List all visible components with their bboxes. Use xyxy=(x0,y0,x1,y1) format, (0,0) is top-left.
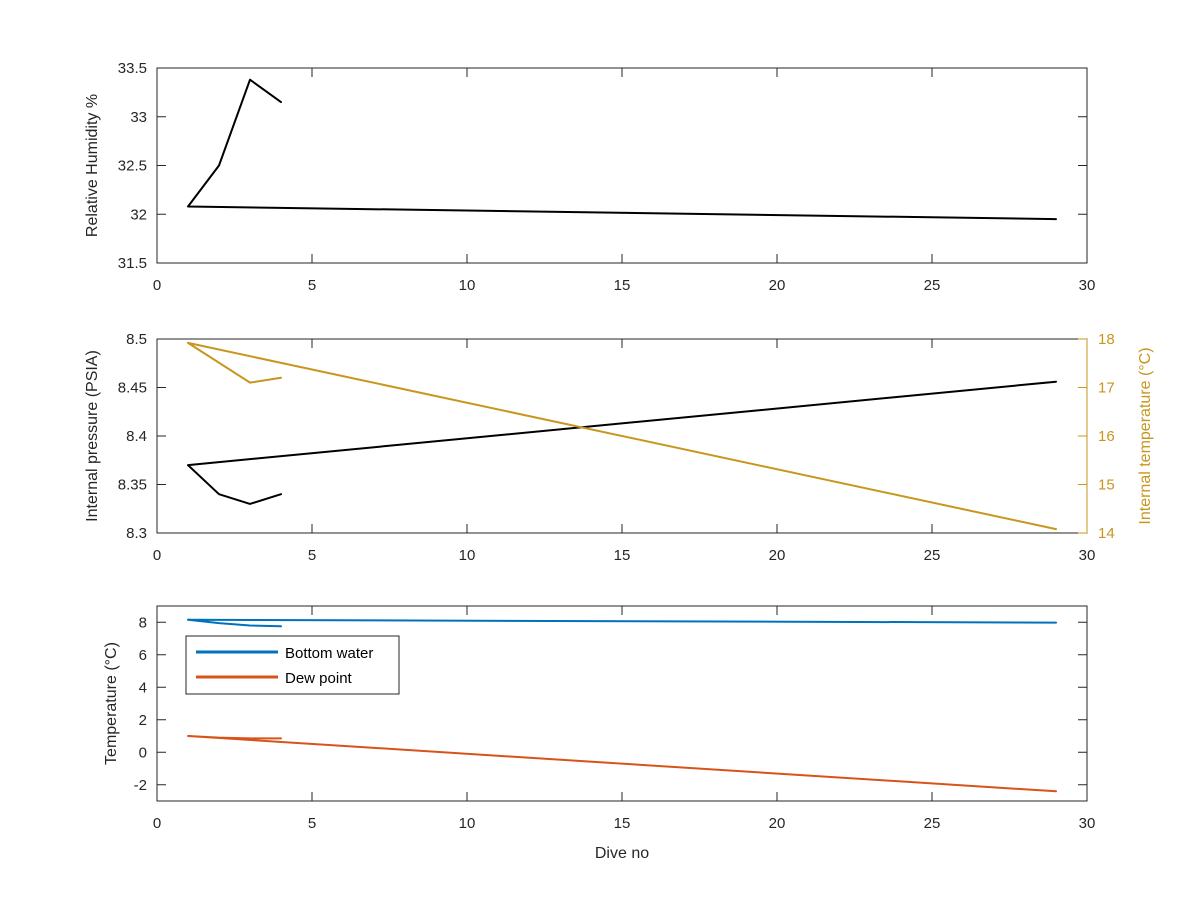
y2-tick-label: 16 xyxy=(1098,428,1115,445)
series-1-line xyxy=(187,380,1057,505)
y-tick-label: 4 xyxy=(139,679,147,696)
x-tick-label: 25 xyxy=(924,547,941,564)
dew-point-line xyxy=(187,735,1057,793)
bottom-water-line xyxy=(187,618,1057,628)
y-tick-label: 8.5 xyxy=(126,331,147,348)
y-axis-label: Internal pressure (PSIA) xyxy=(84,350,101,522)
x-tick-label: 5 xyxy=(308,815,316,832)
y2-axis-label: Internal temperature (°C) xyxy=(1137,347,1154,524)
y-tick-label: 33.5 xyxy=(118,60,147,77)
y2-tick-label: 14 xyxy=(1098,525,1115,542)
x-tick-label: 10 xyxy=(459,815,476,832)
x-tick-label: 25 xyxy=(924,277,941,294)
x-tick-label: 0 xyxy=(153,547,161,564)
series-1-line xyxy=(187,78,1057,221)
x-tick-label: 15 xyxy=(614,277,631,294)
y-tick-label: 6 xyxy=(139,647,147,664)
x-tick-label: 0 xyxy=(153,277,161,294)
x-tick-label: 10 xyxy=(459,547,476,564)
x-tick-label: 30 xyxy=(1079,547,1096,564)
y-tick-label: -2 xyxy=(134,777,147,794)
y2-tick-label: 17 xyxy=(1098,380,1115,397)
x-tick-label: 25 xyxy=(924,815,941,832)
y-tick-label: 33 xyxy=(130,109,147,126)
x-axis-label: Dive no xyxy=(595,845,649,862)
legend-box xyxy=(185,635,400,695)
x-tick-label: 20 xyxy=(769,815,786,832)
x-tick-label: 30 xyxy=(1079,815,1096,832)
y-tick-label: 32.5 xyxy=(118,158,147,175)
x-tick-label: 5 xyxy=(308,277,316,294)
x-tick-label: 20 xyxy=(769,277,786,294)
subplot-1 xyxy=(156,67,1088,264)
y-axis-label: Temperature (°C) xyxy=(103,642,120,765)
y-tick-label: 8.45 xyxy=(118,380,147,397)
x-tick-label: 15 xyxy=(614,815,631,832)
legend-label-1: Bottom water xyxy=(285,645,373,662)
x-tick-label: 20 xyxy=(769,547,786,564)
y-tick-label: 8.4 xyxy=(126,428,147,445)
x-tick-label: 30 xyxy=(1079,277,1096,294)
y2-tick-label: 18 xyxy=(1098,331,1115,348)
y-tick-label: 0 xyxy=(139,744,147,761)
x-tick-label: 0 xyxy=(153,815,161,832)
axes-box xyxy=(156,605,1088,802)
series-2-line xyxy=(187,341,1057,531)
y-tick-label: 2 xyxy=(139,712,147,729)
x-tick-label: 5 xyxy=(308,547,316,564)
subplot-3 xyxy=(156,605,1088,802)
x-tick-label: 10 xyxy=(459,277,476,294)
x-tick-label: 15 xyxy=(614,547,631,564)
y-tick-label: 31.5 xyxy=(118,255,147,272)
y-tick-label: 8.3 xyxy=(126,525,147,542)
legend-label-2: Dew point xyxy=(285,670,353,687)
y-axis-label: Relative Humidity % xyxy=(84,94,101,237)
axes-box xyxy=(156,67,1088,264)
y2-tick-label: 15 xyxy=(1098,477,1115,494)
y-tick-label: 8 xyxy=(139,614,147,631)
y-tick-label: 32 xyxy=(130,206,147,223)
y-tick-label: 8.35 xyxy=(118,477,147,494)
subplot-2 xyxy=(156,338,1088,534)
